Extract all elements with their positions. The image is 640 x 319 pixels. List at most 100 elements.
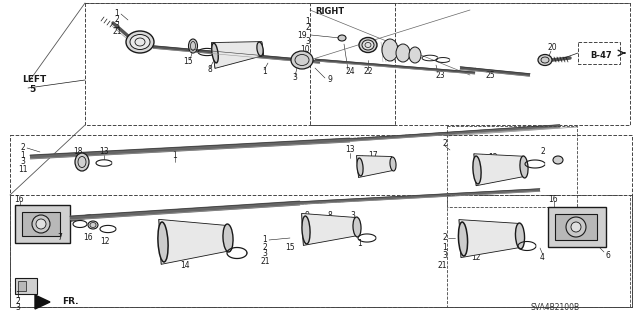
Text: 8: 8 [207, 65, 212, 75]
Text: 2: 2 [442, 234, 447, 242]
Text: 1: 1 [262, 68, 268, 77]
Text: 15: 15 [285, 243, 295, 253]
Bar [447, 195, 630, 307]
Polygon shape [459, 219, 520, 257]
Bar [10, 195, 632, 307]
Text: 1: 1 [15, 292, 20, 300]
Text: 5: 5 [29, 85, 35, 94]
Polygon shape [159, 219, 230, 264]
Text: 14: 14 [180, 261, 190, 270]
Text: 22: 22 [364, 68, 372, 77]
Ellipse shape [212, 43, 218, 63]
Text: 3: 3 [351, 211, 355, 219]
Bar [15, 205, 70, 243]
Polygon shape [211, 41, 264, 68]
Text: 2: 2 [443, 138, 447, 147]
Text: 21: 21 [112, 27, 122, 36]
Text: 2: 2 [541, 147, 545, 157]
Text: SVA4B2100B: SVA4B2100B [531, 303, 580, 313]
Text: B-47: B-47 [590, 50, 612, 60]
Text: 4: 4 [540, 254, 545, 263]
Text: 1: 1 [20, 151, 26, 160]
Ellipse shape [396, 44, 410, 62]
Text: 16: 16 [548, 196, 557, 204]
Ellipse shape [126, 31, 154, 53]
Text: 25: 25 [485, 70, 495, 79]
Ellipse shape [538, 55, 552, 65]
Ellipse shape [553, 156, 563, 164]
Text: 2: 2 [262, 242, 268, 251]
Polygon shape [356, 156, 393, 177]
Text: 19: 19 [298, 31, 307, 40]
Bar [15, 278, 37, 294]
Text: 16: 16 [14, 196, 24, 204]
Ellipse shape [189, 39, 198, 53]
Bar [10, 135, 632, 307]
Ellipse shape [515, 223, 525, 249]
Bar [555, 214, 597, 240]
Text: 2: 2 [115, 16, 120, 25]
Ellipse shape [302, 216, 310, 244]
Text: FR.: FR. [62, 298, 79, 307]
Text: 12: 12 [471, 254, 481, 263]
Text: 17: 17 [368, 151, 378, 160]
Text: 3: 3 [262, 249, 268, 258]
Text: 6: 6 [605, 250, 611, 259]
Text: 1: 1 [442, 243, 447, 253]
Ellipse shape [223, 224, 233, 252]
Text: 2: 2 [305, 24, 310, 33]
Ellipse shape [390, 157, 396, 171]
Text: 1: 1 [305, 18, 310, 26]
Circle shape [571, 222, 581, 232]
Bar [548, 207, 606, 247]
Text: 8: 8 [328, 211, 332, 219]
Ellipse shape [359, 38, 377, 53]
Circle shape [566, 217, 586, 237]
Bar [85, 3, 395, 125]
Text: 12: 12 [100, 238, 109, 247]
Text: 1: 1 [115, 10, 120, 19]
Circle shape [36, 219, 46, 229]
Text: 3: 3 [305, 36, 310, 46]
Text: 3: 3 [442, 251, 447, 261]
Text: 2: 2 [15, 298, 20, 307]
Ellipse shape [291, 51, 313, 69]
Text: 7: 7 [58, 234, 63, 242]
Ellipse shape [75, 153, 89, 171]
Text: 1: 1 [173, 151, 177, 160]
Text: 15: 15 [183, 57, 193, 66]
Text: 3: 3 [15, 303, 20, 313]
Text: 13: 13 [345, 145, 355, 154]
Text: 24: 24 [345, 68, 355, 77]
Ellipse shape [88, 221, 98, 229]
Text: RIGHT: RIGHT [315, 8, 344, 17]
Ellipse shape [257, 42, 263, 56]
Text: 3: 3 [292, 73, 298, 83]
Ellipse shape [473, 156, 481, 184]
Text: 3: 3 [115, 21, 120, 31]
Text: 9: 9 [305, 211, 309, 219]
Ellipse shape [382, 39, 398, 61]
Text: 1: 1 [262, 235, 268, 244]
Ellipse shape [353, 217, 361, 237]
Polygon shape [35, 295, 50, 309]
Ellipse shape [130, 34, 150, 49]
Text: 21: 21 [260, 256, 269, 265]
Polygon shape [474, 154, 525, 186]
Ellipse shape [362, 40, 374, 50]
Ellipse shape [158, 222, 168, 262]
Text: 21: 21 [438, 261, 447, 270]
Text: 9: 9 [328, 76, 332, 85]
Text: 11: 11 [19, 166, 28, 174]
Polygon shape [301, 213, 358, 245]
Text: 10: 10 [300, 46, 310, 55]
Bar [447, 126, 577, 207]
Text: 16: 16 [83, 234, 93, 242]
Text: 12: 12 [488, 152, 498, 161]
Bar [310, 3, 630, 125]
Text: 13: 13 [99, 147, 109, 157]
Bar [18, 281, 26, 291]
Circle shape [32, 215, 50, 233]
Text: 3: 3 [20, 158, 26, 167]
Ellipse shape [357, 158, 363, 176]
